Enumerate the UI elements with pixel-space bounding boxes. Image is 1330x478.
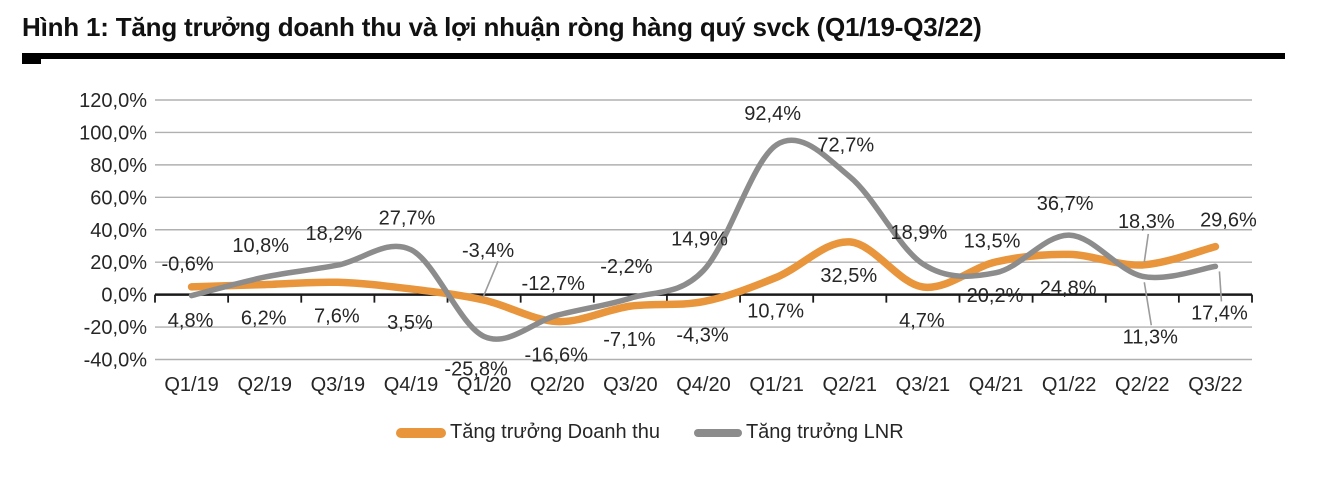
data-label: 24,8% bbox=[1040, 277, 1097, 299]
data-label: 13,5% bbox=[964, 231, 1021, 253]
legend-swatch-doanh-thu bbox=[396, 427, 446, 438]
data-label: 27,7% bbox=[379, 208, 436, 230]
legend-label-lnr: Tăng trưởng LNR bbox=[745, 421, 904, 443]
chart-legend: Tăng trưởng Doanh thu Tăng trưởng LNR bbox=[396, 421, 904, 444]
y-axis-label: -20,0% bbox=[84, 317, 148, 339]
y-axis-label: 60,0% bbox=[90, 187, 147, 209]
y-axis-label: 40,0% bbox=[90, 220, 147, 242]
x-axis-label: Q3/19 bbox=[311, 374, 365, 396]
x-axis-label: Q4/20 bbox=[676, 374, 730, 396]
x-axis-label: Q1/22 bbox=[1042, 374, 1096, 396]
x-axis-label: Q2/19 bbox=[237, 374, 291, 396]
title-rule bbox=[22, 53, 1285, 59]
y-axis-label: 100,0% bbox=[79, 122, 147, 144]
figure-title: Hình 1: Tăng trưởng doanh thu và lợi nhu… bbox=[22, 12, 982, 42]
y-axis-label: 20,0% bbox=[90, 252, 147, 274]
data-label-leader-line bbox=[1143, 233, 1150, 263]
data-label: 3,5% bbox=[387, 312, 433, 334]
title-rule-notch bbox=[22, 53, 41, 64]
legend-item-lnr: Tăng trưởng LNR bbox=[693, 421, 904, 444]
data-label: 18,9% bbox=[891, 222, 948, 244]
data-label: 4,8% bbox=[168, 310, 214, 332]
data-label: -12,7% bbox=[522, 273, 586, 295]
legend-swatch-lnr bbox=[693, 428, 742, 437]
data-label: -4,3% bbox=[676, 325, 728, 347]
data-label: 17,4% bbox=[1191, 302, 1248, 324]
data-label: 4,7% bbox=[899, 310, 945, 332]
data-label: 32,5% bbox=[820, 265, 877, 287]
x-axis-label: Q1/20 bbox=[457, 374, 511, 396]
x-axis-label: Q3/21 bbox=[896, 374, 950, 396]
data-label-leader-line bbox=[1143, 282, 1153, 326]
series-line-doanh-thu bbox=[187, 238, 1220, 326]
x-axis-label: Q4/21 bbox=[969, 374, 1023, 396]
x-axis-label: Q3/22 bbox=[1188, 374, 1242, 396]
data-label-leader-line bbox=[482, 260, 499, 298]
x-axis-label: Q4/19 bbox=[384, 374, 438, 396]
y-axis-label: 0,0% bbox=[101, 285, 147, 307]
data-label: 29,6% bbox=[1200, 210, 1257, 232]
data-label: 20,2% bbox=[967, 285, 1024, 307]
x-axis-label: Q2/20 bbox=[530, 374, 584, 396]
data-label: -16,6% bbox=[525, 345, 589, 367]
data-label: -7,1% bbox=[603, 329, 655, 351]
data-label: 7,6% bbox=[314, 305, 360, 327]
data-label: -25,8% bbox=[444, 358, 508, 380]
data-label: -2,2% bbox=[600, 256, 652, 278]
data-label: 14,9% bbox=[671, 228, 728, 250]
legend-label-doanh-thu: Tăng trưởng Doanh thu bbox=[450, 421, 660, 443]
data-label: 18,2% bbox=[305, 223, 362, 245]
data-label: 92,4% bbox=[744, 103, 801, 125]
data-label: 18,3% bbox=[1118, 211, 1175, 233]
data-label: 10,8% bbox=[232, 235, 289, 257]
y-axis-label: 80,0% bbox=[90, 155, 147, 177]
x-axis-label: Q3/20 bbox=[603, 374, 657, 396]
data-label: 10,7% bbox=[747, 300, 804, 322]
y-axis-label: -40,0% bbox=[84, 350, 148, 372]
data-label: -0,6% bbox=[161, 254, 213, 276]
data-label: -3,4% bbox=[462, 240, 514, 262]
data-label: 11,3% bbox=[1123, 326, 1178, 348]
x-axis-label: Q1/19 bbox=[164, 374, 218, 396]
x-axis-label: Q2/22 bbox=[1115, 374, 1169, 396]
data-label: 6,2% bbox=[241, 308, 287, 330]
x-axis-label: Q2/21 bbox=[823, 374, 877, 396]
x-axis-label: Q1/21 bbox=[749, 374, 803, 396]
data-label: 72,7% bbox=[817, 135, 874, 157]
series-line-lnr bbox=[188, 137, 1219, 342]
data-label-leader-line bbox=[1218, 271, 1223, 302]
y-axis-label: 120,0% bbox=[79, 90, 147, 112]
data-label: 36,7% bbox=[1037, 193, 1094, 215]
legend-item-doanh-thu: Tăng trưởng Doanh thu bbox=[396, 421, 660, 444]
